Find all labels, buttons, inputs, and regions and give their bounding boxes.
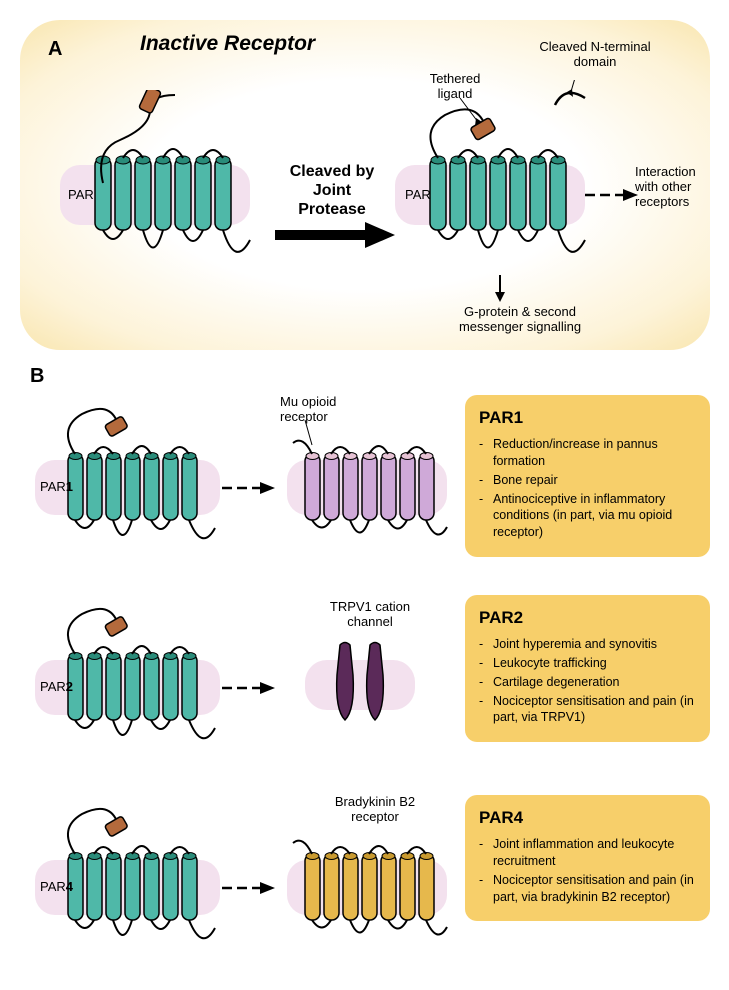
row-par1: PAR1: [20, 370, 710, 560]
par1-ib-1: Bone repair: [493, 472, 558, 489]
par4-arrow: [220, 878, 290, 898]
inactive-receptor-text: Inactive Receptor: [140, 32, 315, 55]
cleaved-line3: Protease: [272, 200, 392, 219]
row-par2: PAR2 TRPV1 cation channel PAR2 -Joint hy…: [20, 570, 710, 760]
par4-num: 4: [66, 879, 73, 894]
par2-ib-item: -Nociceptor sensitisation and pain (in p…: [479, 693, 696, 727]
center-arrow: [270, 220, 400, 250]
panel-b: B: [20, 370, 710, 960]
par2-infobox: PAR2 -Joint hyperemia and synovitis -Leu…: [465, 595, 710, 742]
gprotein-label: G-protein & second messenger signalling: [435, 305, 605, 335]
par2-receptor: [30, 580, 240, 760]
par4-label: PAR4: [40, 880, 73, 895]
par1-ib-0: Reduction/increase in pannus formation: [493, 436, 696, 470]
interaction-label: Interaction with other receptors: [635, 165, 715, 210]
par2-ib-item: -Cartilage degeneration: [479, 674, 696, 691]
bradykinin-receptor: [285, 815, 455, 965]
par4-receptor: [30, 780, 240, 960]
trpv1-label: TRPV1 cation channel: [315, 600, 425, 630]
par-right-svg: [390, 80, 650, 340]
par2-ib-item: -Joint hyperemia and synovitis: [479, 636, 696, 653]
par2-ib-title: PAR2: [479, 607, 696, 630]
cleaved-nterm-l1: Cleaved N-terminal: [520, 40, 670, 55]
cleaved-line1: Cleaved by: [272, 162, 392, 181]
par1-ib-item: -Antinociceptive in inflammatory conditi…: [479, 491, 696, 542]
cleaved-line2: Joint: [272, 181, 392, 200]
bradykinin-label: Bradykinin B2 receptor: [320, 795, 430, 825]
par4-ib-0: Joint inflammation and leukocyte recruit…: [493, 836, 696, 870]
gprotein-l1: G-protein & second: [435, 305, 605, 320]
par2-ib-item: -Leukocyte trafficking: [479, 655, 696, 672]
interaction-l3: receptors: [635, 195, 715, 210]
par4-ib-item: -Nociceptor sensitisation and pain (in p…: [479, 872, 696, 906]
par1-arrow: [220, 478, 290, 498]
tethered-ligand-text: Tethered ligand: [430, 71, 481, 101]
cleaved-nterm-l2: domain: [520, 55, 670, 70]
par2-ib-1: Leukocyte trafficking: [493, 655, 607, 672]
par1-ib-item: -Reduction/increase in pannus formation: [479, 436, 696, 470]
inactive-receptor-title: Inactive Receptor: [140, 32, 315, 56]
panel-a: A Inactive Receptor: [20, 20, 710, 350]
par4-ib-1: Nociceptor sensitisation and pain (in pa…: [493, 872, 696, 906]
par1-receptor: [30, 380, 240, 560]
par2-label: PAR2: [40, 680, 73, 695]
par-left-label: PAR: [68, 188, 94, 203]
par2-num: 2: [66, 679, 73, 694]
cleaved-nterm-label: Cleaved N-terminal domain: [520, 40, 670, 70]
par1-infobox: PAR1 -Reduction/increase in pannus forma…: [465, 395, 710, 557]
par4-infobox: PAR4 -Joint inflammation and leukocyte r…: [465, 795, 710, 921]
trpv1-channel: [295, 620, 435, 760]
cleaved-by-text: Cleaved by Joint Protease: [272, 162, 392, 220]
panel-a-label: A: [48, 38, 62, 61]
mu-opioid-receptor: [285, 415, 455, 565]
par-right-label: PAR: [405, 188, 431, 203]
mu-opioid-label: Mu opioid receptor: [280, 395, 370, 425]
par2-ib-3: Nociceptor sensitisation and pain (in pa…: [493, 693, 696, 727]
par1-ib-title: PAR1: [479, 407, 696, 430]
par1-label: PAR1: [40, 480, 73, 495]
par4-ib-title: PAR4: [479, 807, 696, 830]
par1-ib-item: -Bone repair: [479, 472, 696, 489]
gprotein-l2: messenger signalling: [435, 320, 605, 335]
par2-arrow: [220, 678, 290, 698]
interaction-l2: with other: [635, 180, 715, 195]
row-par4: PAR4: [20, 770, 710, 960]
par4-ib-item: -Joint inflammation and leukocyte recrui…: [479, 836, 696, 870]
tethered-ligand-label: Tethered ligand: [420, 72, 490, 102]
par2-ib-0: Joint hyperemia and synovitis: [493, 636, 657, 653]
par1-num: 1: [66, 479, 73, 494]
interaction-l1: Interaction: [635, 165, 715, 180]
par1-ib-2: Antinociceptive in inflammatory conditio…: [493, 491, 696, 542]
par2-ib-2: Cartilage degeneration: [493, 674, 619, 691]
